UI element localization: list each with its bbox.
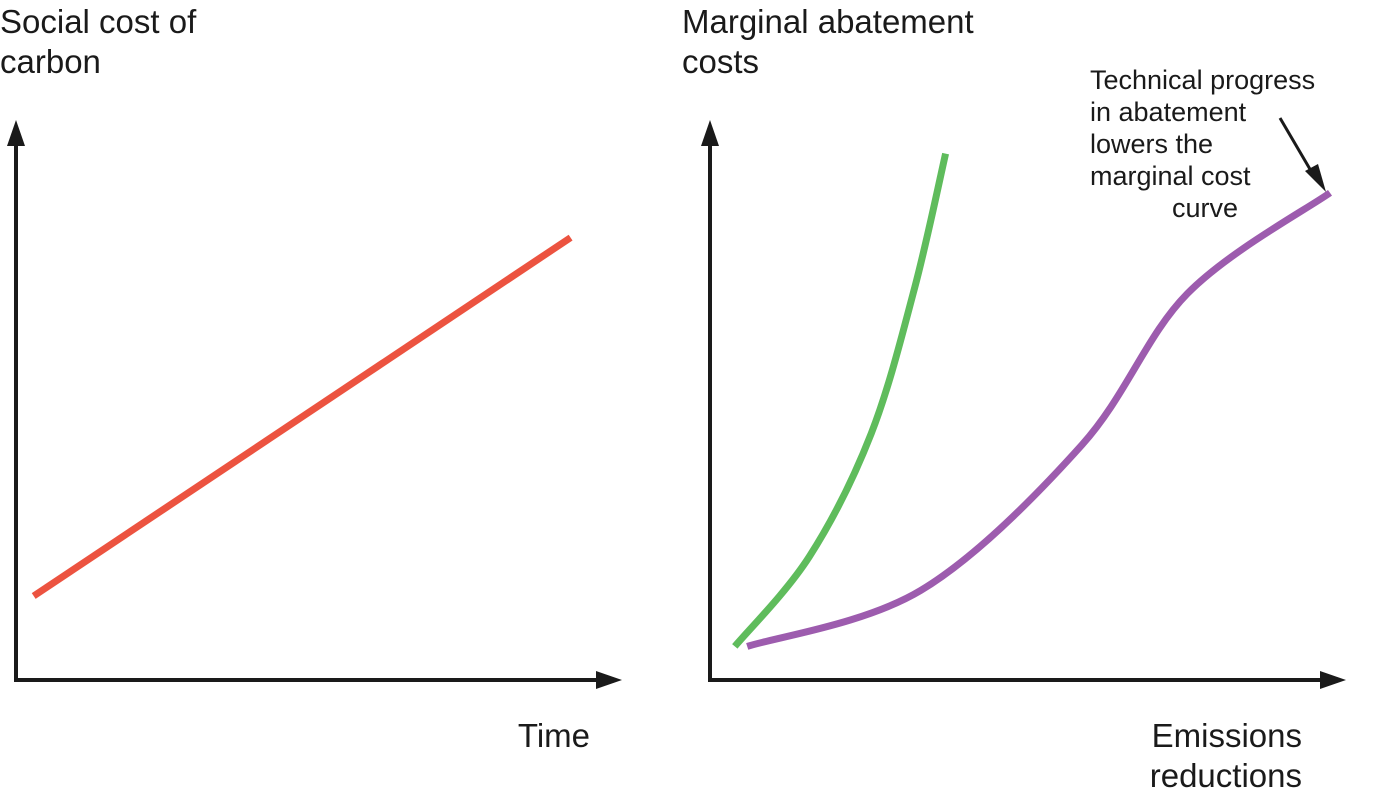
left-y-axis-arrowhead — [7, 120, 25, 146]
annotation-label: Technical progress in abatement lowers t… — [1090, 65, 1316, 223]
left-x-axis-arrowhead — [596, 671, 622, 689]
left-x-axis-label: Time — [517, 717, 590, 754]
annotation-arrowhead — [1305, 164, 1326, 192]
right-x-axis-label: Emissions reductions — [1149, 717, 1302, 794]
right-x-axis-arrowhead — [1320, 671, 1346, 689]
left-chart — [7, 120, 622, 689]
right-y-axis-label: Marginal abatement costs — [682, 3, 974, 80]
right-chart — [701, 117, 1346, 689]
right-y-axis-arrowhead — [701, 120, 719, 146]
right-series-1-line — [732, 152, 950, 649]
right-series-2-line — [746, 189, 1333, 650]
left-series-1-line — [31, 234, 573, 599]
left-y-axis-label: Social cost of carbon — [0, 3, 197, 80]
annotation-arrow-line — [1278, 117, 1316, 177]
